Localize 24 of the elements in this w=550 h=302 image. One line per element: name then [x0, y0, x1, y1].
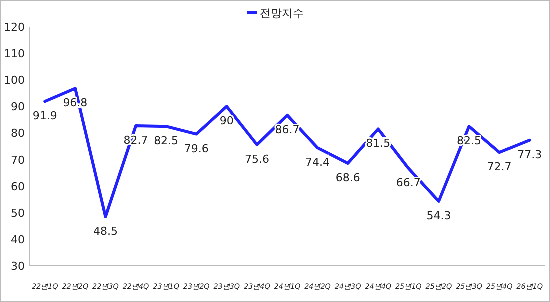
data-label: 48.5	[93, 224, 118, 238]
y-tick-label: 60	[11, 180, 25, 194]
y-tick-label: 90	[11, 100, 25, 114]
data-label: 77.3	[518, 148, 542, 162]
data-label: 68.6	[336, 171, 360, 184]
y-tick-label: 50	[11, 206, 25, 220]
legend-label: 전망지수	[260, 7, 304, 20]
data-label: 75.6	[244, 152, 270, 166]
data-label: 79.6	[184, 142, 209, 156]
y-tick-label: 40	[11, 233, 25, 246]
y-tick-label: 100	[4, 74, 25, 88]
data-label: 91.9	[32, 110, 58, 123]
data-label: 86.7	[275, 123, 300, 136]
data-label: 72.7	[487, 160, 512, 174]
y-tick-label: 120	[4, 21, 25, 34]
data-label: 66.7	[396, 176, 421, 190]
data-label: 82.5	[154, 134, 179, 148]
y-tick-label: 110	[4, 48, 25, 61]
data-label: 90	[220, 114, 234, 128]
data-label: 74.4	[306, 156, 330, 170]
y-tick-label: 70	[11, 154, 25, 167]
data-label: 54.3	[426, 209, 452, 222]
y-tick-label: 80	[11, 127, 25, 140]
y-tick-label: 30	[11, 260, 25, 273]
